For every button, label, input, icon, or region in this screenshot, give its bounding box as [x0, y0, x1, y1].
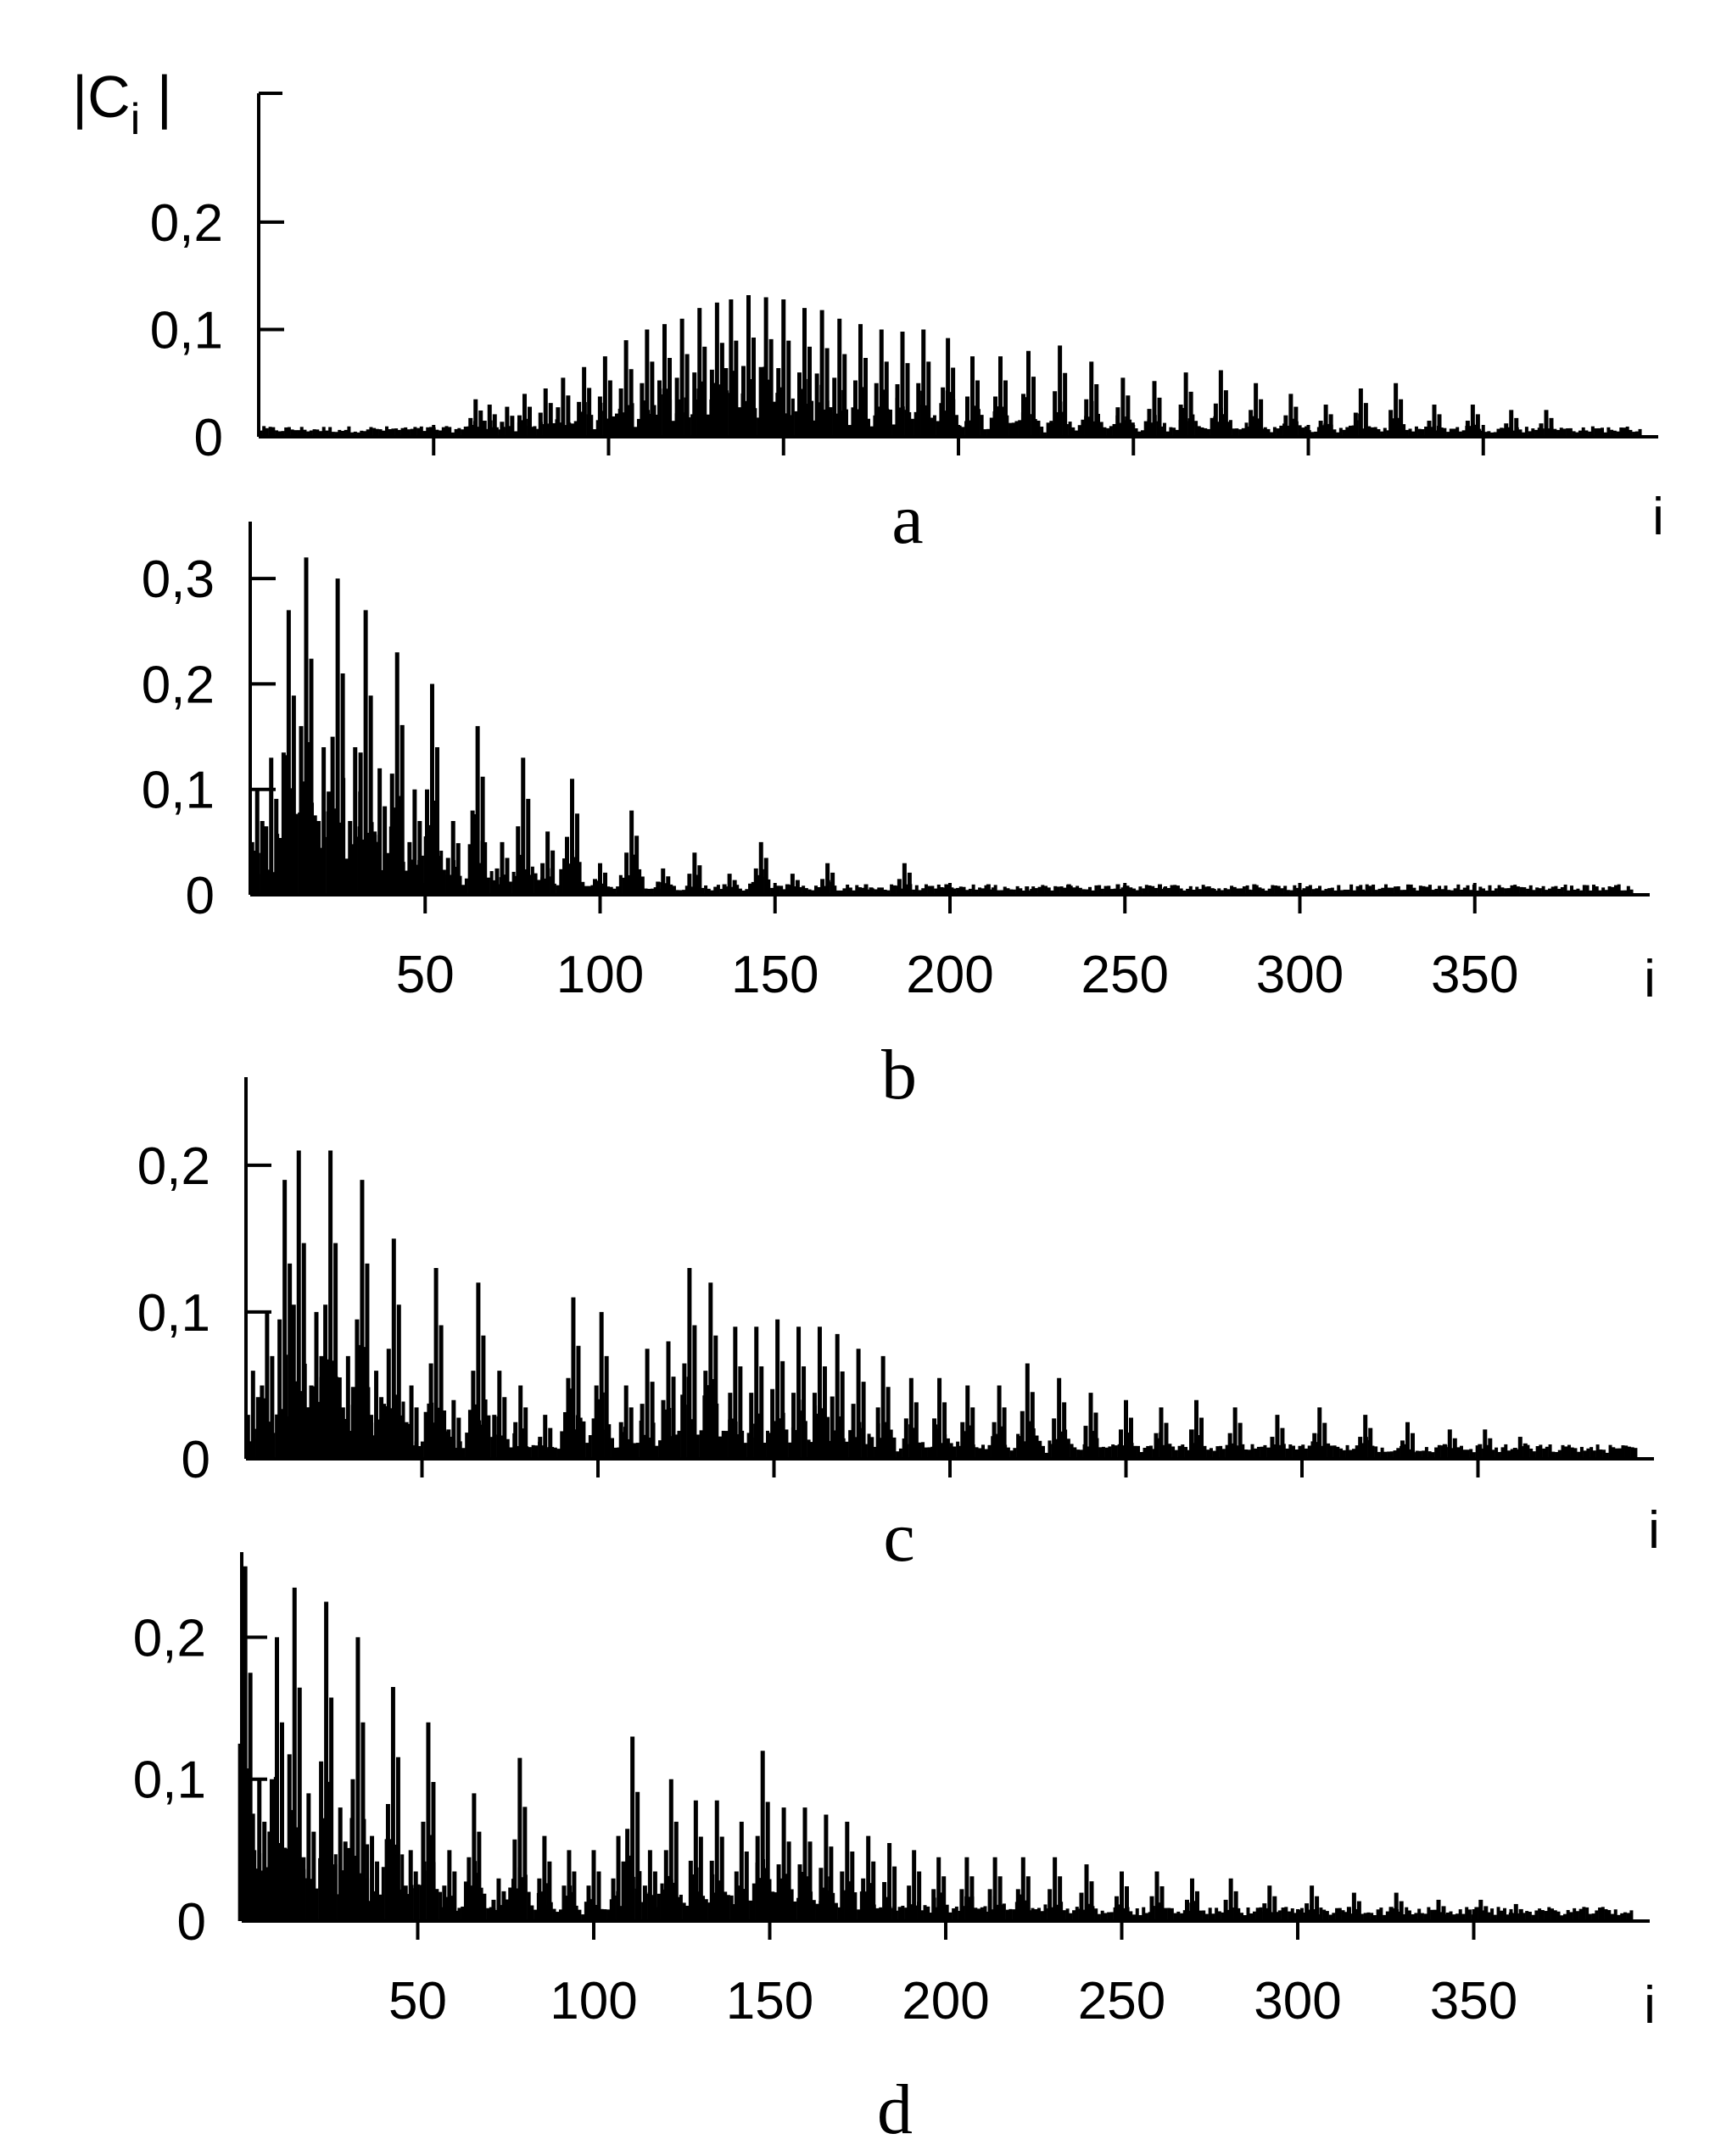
- x-tick-label: 250: [1081, 946, 1169, 1004]
- y-tick-label: 0,1: [133, 1751, 206, 1810]
- peak-bars: [249, 557, 1465, 895]
- x-tick-label: 300: [1256, 946, 1344, 1004]
- y-tick-label: 0,1: [142, 762, 215, 820]
- x-tick-label: 100: [556, 946, 644, 1004]
- peak-bars: [237, 1566, 1523, 1921]
- peak-bars: [468, 294, 1554, 437]
- x-tick-label: 50: [396, 946, 455, 1004]
- x-tick-label: 50: [388, 1972, 447, 2030]
- x-axis-label: i: [1644, 950, 1656, 1008]
- panel-label: b: [881, 1036, 917, 1114]
- x-axis-label: i: [1648, 1501, 1660, 1560]
- y-tick-label: 0,3: [142, 550, 215, 609]
- y-tick-label: 0: [182, 1431, 210, 1489]
- y-tick-label: 0,2: [142, 656, 215, 714]
- x-axis-label: i: [1652, 488, 1664, 546]
- y-tick-label: 0,1: [150, 301, 223, 360]
- x-tick-label: 300: [1254, 1972, 1341, 2030]
- y-tick-label: 0,2: [137, 1137, 210, 1196]
- x-tick-label: 150: [726, 1972, 813, 2030]
- x-tick-label: 100: [550, 1972, 637, 2030]
- chart-panel-a: 0 0,1 0,2 i a |Ci |: [72, 64, 1664, 559]
- fine-structure: [246, 1297, 1638, 1459]
- x-tick-label: 350: [1431, 946, 1518, 1004]
- chart-panel-b: 0 0,1 0,2 0,3 50 100 150 200 250 300 350 i b: [142, 522, 1656, 1114]
- x-tick-label: 150: [731, 946, 819, 1004]
- y-axis-label: |Ci |: [72, 64, 172, 144]
- panel-label: a: [891, 480, 923, 559]
- panel-label: c: [883, 1498, 914, 1577]
- y-tick-label: 0: [194, 409, 223, 467]
- x-axis-label: i: [1644, 1976, 1656, 2035]
- y-tick-label: 0,1: [137, 1284, 210, 1343]
- y-tick-label: 0,2: [150, 194, 223, 253]
- x-tick-label: 250: [1078, 1972, 1165, 2030]
- chart-panel-d: 0 0,1 0,2 50 100 150 200 250 300 350 i d: [133, 1552, 1656, 2149]
- peak-bars: [245, 1150, 1528, 1459]
- x-tick-label: 200: [902, 1972, 989, 2030]
- y-tick-label: 0: [177, 1893, 206, 1952]
- y-tick-label: 0: [186, 867, 215, 925]
- chart-panel-c: 0 0,1 0,2 i c: [137, 1077, 1660, 1577]
- y-tick-label: 0,2: [133, 1609, 206, 1667]
- x-tick-label: 350: [1430, 1972, 1517, 2030]
- panel-label: d: [877, 2070, 913, 2149]
- x-tick-label: 200: [906, 946, 993, 1004]
